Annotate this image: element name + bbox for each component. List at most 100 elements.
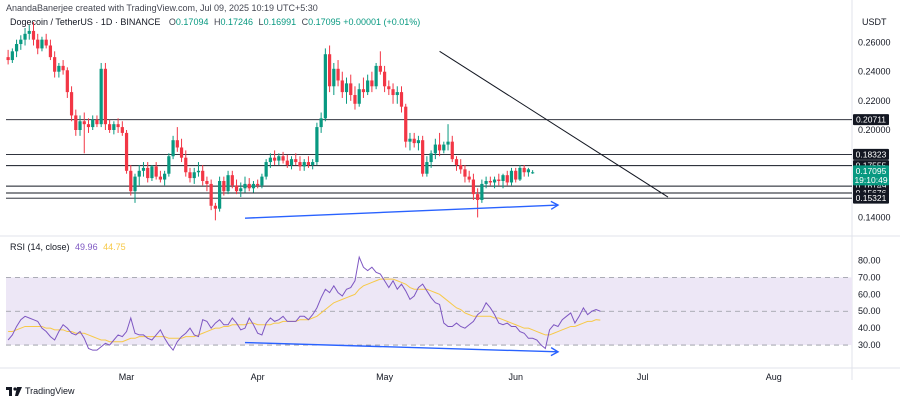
candle-body[interactable] — [31, 30, 36, 40]
candle-body[interactable] — [357, 89, 361, 104]
price-divergence-arrow[interactable] — [244, 204, 559, 219]
candle-body[interactable] — [480, 183, 484, 200]
candle-body[interactable] — [158, 176, 163, 180]
rsi-line[interactable] — [7, 255, 601, 352]
candle-body[interactable] — [429, 153, 433, 163]
candle-body[interactable] — [463, 169, 467, 177]
candle-body[interactable] — [268, 157, 272, 163]
candle-body[interactable] — [281, 156, 285, 161]
candle-body[interactable] — [171, 140, 175, 157]
candle-body[interactable] — [277, 156, 281, 161]
candle-body[interactable] — [256, 183, 260, 186]
candle-body[interactable] — [492, 179, 497, 183]
currency-label[interactable]: USDT — [862, 17, 887, 27]
candle-body[interactable] — [399, 92, 404, 107]
candle-body[interactable] — [150, 166, 154, 179]
candle-body[interactable] — [179, 147, 184, 158]
candle-body[interactable] — [196, 170, 201, 173]
candle-body[interactable] — [298, 162, 302, 167]
candle-body[interactable] — [86, 124, 91, 128]
candle-body[interactable] — [205, 181, 209, 184]
candle-body[interactable] — [57, 65, 61, 72]
candle-body[interactable] — [302, 162, 306, 167]
candle-body[interactable] — [74, 115, 78, 130]
candle-body[interactable] — [476, 194, 480, 200]
candle-body[interactable] — [192, 172, 196, 179]
candle-body[interactable] — [374, 65, 378, 87]
candle-body[interactable] — [378, 65, 382, 72]
candle-body[interactable] — [154, 166, 158, 177]
symbol-title[interactable]: Dogecoin / TetherUS · 1D · BINANCE — [10, 17, 161, 27]
candle-body[interactable] — [306, 162, 311, 165]
candle-body[interactable] — [404, 106, 408, 142]
tradingview-logo[interactable]: TradingView — [6, 386, 75, 396]
candle-body[interactable] — [234, 185, 239, 192]
candle-body[interactable] — [518, 167, 522, 180]
candle-body[interactable] — [213, 205, 217, 209]
candle-body[interactable] — [505, 175, 509, 183]
candle-body[interactable] — [382, 71, 387, 87]
candle-body[interactable] — [167, 156, 171, 174]
candle-body[interactable] — [387, 86, 391, 90]
candle-body[interactable] — [349, 83, 353, 96]
candle-body[interactable] — [61, 65, 65, 71]
candle-body[interactable] — [442, 144, 446, 151]
candle-body[interactable] — [99, 68, 103, 125]
candle-body[interactable] — [137, 170, 141, 177]
candle-body[interactable] — [272, 157, 277, 161]
candle-body[interactable] — [251, 183, 256, 189]
candle-body[interactable] — [531, 172, 535, 174]
candle-body[interactable] — [82, 121, 86, 125]
candle-body[interactable] — [526, 169, 531, 173]
candle-body[interactable] — [124, 132, 129, 171]
candle-body[interactable] — [226, 175, 230, 192]
candle-body[interactable] — [175, 140, 179, 148]
candle-body[interactable] — [412, 138, 416, 144]
candle-body[interactable] — [361, 89, 366, 93]
candle-body[interactable] — [78, 121, 82, 130]
candle-body[interactable] — [10, 51, 14, 61]
candle-body[interactable] — [327, 54, 332, 87]
candle-body[interactable] — [247, 183, 251, 189]
candle-body[interactable] — [501, 175, 505, 181]
candle-body[interactable] — [40, 39, 44, 49]
candle-body[interactable] — [209, 183, 213, 206]
candle-body[interactable] — [218, 181, 222, 209]
candle-body[interactable] — [294, 159, 298, 163]
candle-body[interactable] — [53, 57, 57, 72]
candle-body[interactable] — [421, 140, 425, 174]
candle-body[interactable] — [289, 159, 294, 165]
candle-body[interactable] — [27, 30, 31, 34]
candle-body[interactable] — [454, 159, 459, 165]
candle-body[interactable] — [459, 164, 463, 170]
candle-body[interactable] — [323, 54, 327, 119]
candle-body[interactable] — [201, 170, 205, 181]
candle-body[interactable] — [23, 33, 27, 40]
candle-body[interactable] — [315, 127, 319, 163]
candle-body[interactable] — [285, 160, 289, 165]
candle-body[interactable] — [146, 167, 150, 179]
candle-body[interactable] — [120, 127, 124, 133]
candle-body[interactable] — [311, 162, 315, 165]
candle-body[interactable] — [416, 140, 421, 144]
rsi-ma-line[interactable] — [8, 278, 601, 343]
candle-body[interactable] — [471, 179, 476, 195]
candle-body[interactable] — [6, 57, 10, 61]
candle-body[interactable] — [425, 162, 429, 174]
candle-body[interactable] — [14, 44, 19, 52]
candle-body[interactable] — [163, 173, 167, 180]
rsi-divergence-arrow[interactable] — [244, 341, 559, 353]
candle-body[interactable] — [112, 124, 116, 130]
candle-body[interactable] — [467, 176, 471, 180]
candle-body[interactable] — [243, 183, 247, 189]
candle-body[interactable] — [264, 162, 268, 177]
candle-body[interactable] — [370, 80, 374, 87]
candle-body[interactable] — [188, 172, 192, 179]
candle-body[interactable] — [340, 80, 344, 93]
candle-body[interactable] — [488, 181, 492, 183]
rsi-legend-label[interactable]: RSI (14, close) — [10, 242, 70, 252]
candle-body[interactable] — [230, 175, 234, 186]
candle-body[interactable] — [116, 124, 120, 128]
candle-body[interactable] — [336, 68, 340, 81]
